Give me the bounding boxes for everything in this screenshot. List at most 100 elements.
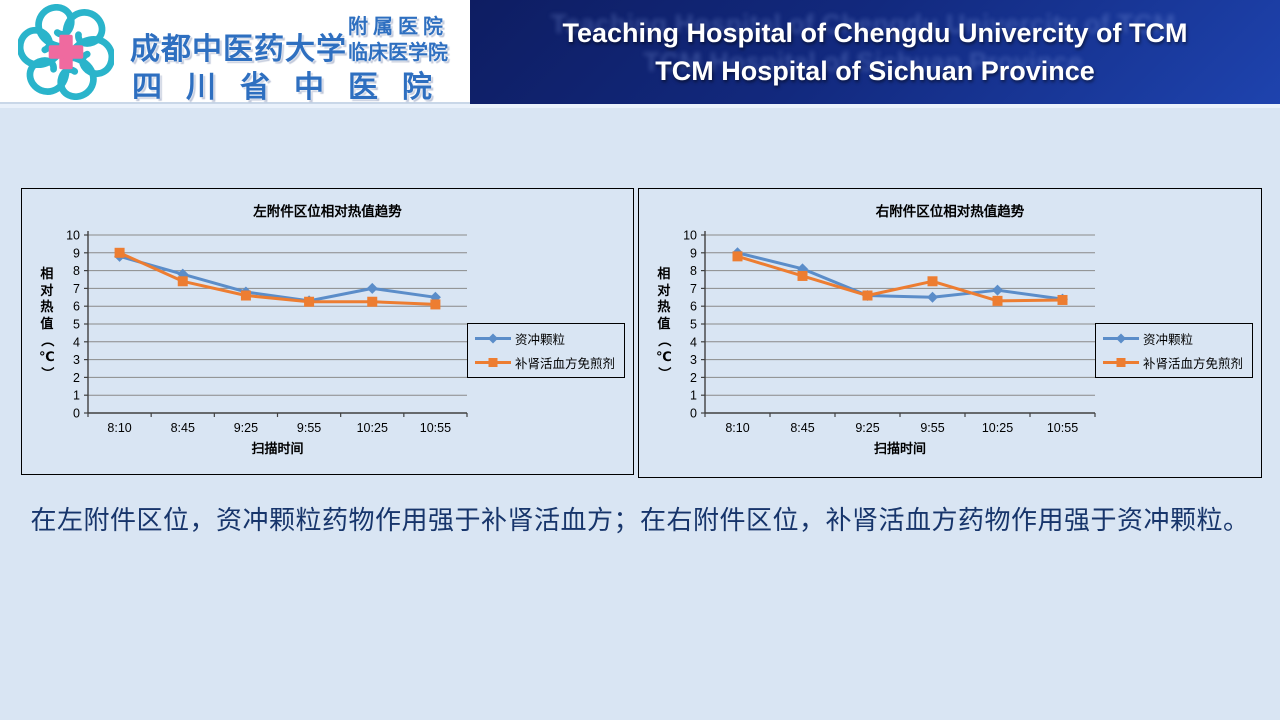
series-line-资冲颗粒 — [118, 254, 437, 303]
y-tick-label: 7 — [690, 282, 697, 296]
legend-item: 补肾活血方免煎剂 — [1102, 353, 1243, 372]
x-tick-label: 9:55 — [920, 421, 944, 435]
legend-label: 补肾活血方免煎剂 — [1142, 357, 1243, 371]
y-axis-label-char: 热 — [657, 299, 671, 314]
x-tick-label: 8:10 — [725, 421, 749, 435]
hospital-name-block: 成都中医药大学 附属医院 临床医学院 四川省中医院 — [126, 6, 470, 104]
y-tick-label: 3 — [690, 353, 697, 367]
legend-marker-icon — [474, 358, 511, 367]
org-bottom-name: 四川省中医院 — [132, 71, 456, 104]
y-axis-label-char: ） — [657, 366, 673, 380]
series-line-补肾活血方免煎剂 — [118, 251, 437, 306]
square-marker — [367, 296, 378, 307]
hospital-flower-logo-icon — [18, 4, 114, 100]
series-line-补肾活血方免煎剂 — [736, 254, 1064, 303]
x-axis-title: 扫描时间 — [251, 441, 303, 456]
legend-marker-icon — [474, 333, 511, 344]
y-tick-label: 0 — [73, 407, 80, 421]
left-chart-legend: 资冲颗粒补肾活血方免煎剂 — [466, 323, 625, 378]
legend-item: 补肾活血方免煎剂 — [474, 353, 615, 372]
y-tick-label: 1 — [690, 389, 697, 403]
x-tick-label: 8:45 — [790, 421, 814, 435]
square-marker — [114, 247, 125, 258]
y-axis-label-char: 值 — [40, 315, 54, 331]
y-tick-label: 5 — [690, 318, 697, 332]
right-chart-title: 右附件区位相对热值趋势 — [875, 204, 1025, 219]
square-marker — [1116, 358, 1126, 367]
x-axis-title: 扫描时间 — [874, 441, 926, 456]
square-marker — [732, 251, 743, 262]
org-sub-names: 附属医院 临床医学院 — [348, 14, 468, 66]
y-tick-label: 8 — [73, 264, 80, 278]
legend-label: 补肾活血方免煎剂 — [514, 357, 615, 371]
right-chart-y-axis-label: 相对热值 （℃ ） — [656, 266, 672, 382]
y-tick-label: 4 — [690, 335, 697, 349]
y-axis-label-char: 相 — [657, 266, 671, 281]
y-axis-label-char: ） — [40, 366, 56, 380]
header-title-band: Teaching Hospital of Chengdu Univercity … — [470, 0, 1280, 104]
y-tick-label: 9 — [690, 246, 697, 260]
y-axis-label-char: （ — [657, 333, 673, 347]
x-tick-label: 8:10 — [107, 421, 131, 435]
header-title-line1: Teaching Hospital of Chengdu Univercity … — [562, 18, 1188, 48]
x-tick-label: 10:25 — [982, 421, 1013, 435]
y-tick-label: 9 — [73, 246, 80, 260]
right-chart-plot: 0 1 2 3 4 5 6 7 8 9 10 8:10 8:45 9:25 9:55 10:25 10:55 扫描… — [683, 229, 1096, 456]
left-chart-y-axis-label: 相对热值 （℃ ） — [39, 266, 55, 382]
left-chart-plot: 0 1 2 3 4 5 6 7 8 9 10 8:10 8:45 9:25 9:55 10:25 10:55 扫描… — [66, 229, 468, 456]
y-tick-label: 10 — [66, 229, 80, 243]
square-marker — [1057, 294, 1068, 305]
legend-label: 资冲颗粒 — [514, 333, 565, 347]
diamond-marker — [1115, 333, 1126, 344]
y-tick-label: 10 — [683, 229, 697, 243]
x-tick-label: 9:25 — [855, 421, 879, 435]
y-axis-label-char: 值 — [657, 315, 671, 331]
y-axis-label-char: 相 — [40, 266, 54, 281]
square-marker — [797, 270, 808, 281]
y-axis-label-char: ℃ — [656, 348, 672, 364]
square-marker — [992, 295, 1003, 306]
left-chart-title: 左附件区位相对热值趋势 — [253, 204, 402, 219]
square-marker — [488, 358, 498, 367]
y-tick-label: 2 — [73, 371, 80, 385]
x-tick-label: 9:25 — [234, 421, 258, 435]
x-tick-label: 10:55 — [420, 421, 451, 435]
org-sub2: 临床医学院 — [348, 42, 448, 64]
y-tick-label: 1 — [73, 389, 80, 403]
y-tick-label: 0 — [690, 407, 697, 421]
y-tick-label: 7 — [73, 282, 80, 296]
legend-marker-icon — [1102, 358, 1139, 367]
logo-petal — [35, 4, 75, 50]
y-tick-label: 5 — [73, 318, 80, 332]
legend-label: 资冲颗粒 — [1142, 333, 1193, 347]
square-marker — [240, 290, 251, 301]
x-tick-label: 10:55 — [1047, 421, 1078, 435]
y-tick-label: 4 — [73, 335, 80, 349]
header-title-line2: TCM Hospital of Sichuan Province — [655, 56, 1095, 86]
hospital-logo-band: 成都中医药大学 附属医院 临床医学院 四川省中医院 — [0, 0, 470, 104]
y-tick-label: 6 — [73, 300, 80, 314]
y-axis-label-char: 热 — [40, 299, 54, 314]
header: 成都中医药大学 附属医院 临床医学院 四川省中医院 Teaching Hospi… — [0, 0, 1280, 104]
diamond-marker — [487, 333, 498, 344]
right-chart-panel: 右附件区位相对热值趋势 0 1 2 3 4 5 6 7 8 9 10 8:10 8:45 9:25 9:55… — [638, 188, 1262, 478]
y-axis-label-char: 对 — [40, 282, 54, 298]
y-axis-label-char: 对 — [657, 282, 671, 298]
square-marker — [177, 276, 188, 287]
square-marker — [430, 299, 441, 310]
y-tick-label: 2 — [690, 371, 697, 385]
diamond-marker — [992, 284, 1003, 296]
y-axis-label-char: ℃ — [39, 348, 55, 364]
x-tick-label: 9:55 — [297, 421, 321, 435]
x-tick-label: 8:45 — [171, 421, 195, 435]
conclusion-caption: 在左附件区位，资冲颗粒药物作用强于补肾活血方；在右附件区位，补肾活血方药物作用强… — [30, 506, 1250, 535]
square-marker — [862, 290, 873, 301]
series-line-资冲颗粒 — [736, 251, 1064, 301]
diamond-marker — [366, 282, 378, 294]
y-axis-label-char: （ — [40, 333, 56, 347]
left-chart-panel: 左附件区位相对热值趋势 0 1 2 3 4 5 6 7 8 9 10 8:10 8:45 9:25 9:55… — [21, 188, 634, 475]
legend-marker-icon — [1102, 333, 1139, 344]
legend-item: 资冲颗粒 — [1102, 329, 1243, 348]
square-marker — [927, 276, 938, 287]
